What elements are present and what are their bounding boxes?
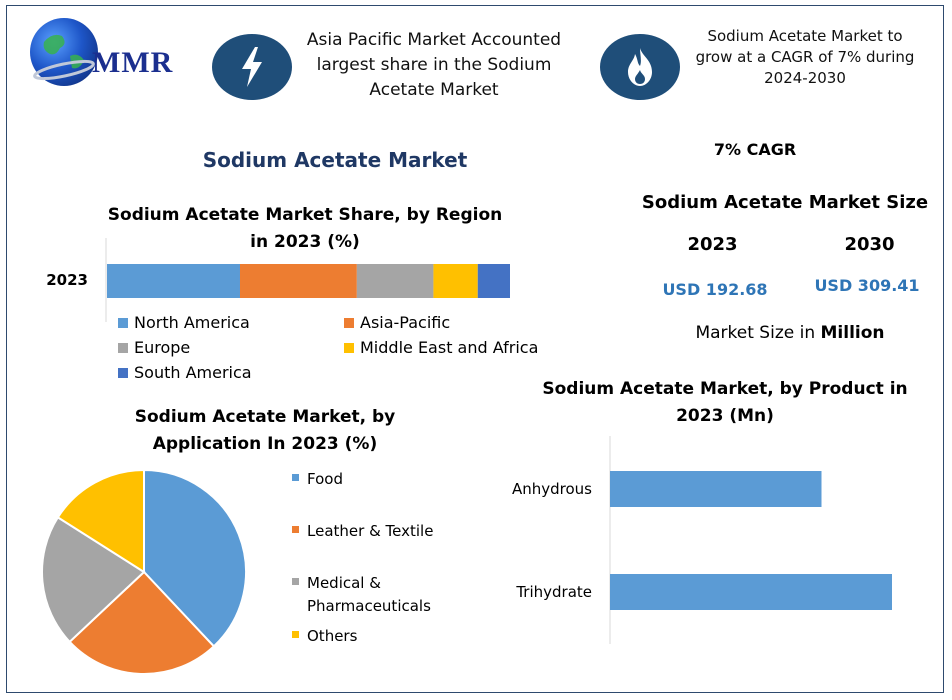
globe-icon [30, 18, 98, 86]
product-bar-chart: Anhydrous Trihydrate [512, 436, 892, 644]
legend-swatch [344, 342, 354, 353]
legend-label: Medical & Pharmaceuticals [307, 574, 431, 615]
region-bar-middle-east-and-africa [433, 264, 478, 298]
product-bar-trihydrate [610, 574, 892, 610]
logo-text: MMR [92, 46, 174, 79]
region-legend-europe: Europe [118, 338, 190, 357]
header-right-text: Sodium Acetate Market to grow at a CAGR … [695, 27, 915, 87]
pie-slice-others [56, 468, 145, 574]
region-chart-title: Sodium Acetate Market Share, by Region i… [107, 205, 503, 252]
pie-legend-others: Others [292, 625, 357, 648]
region-bar-north-america [107, 264, 240, 298]
legend-swatch [118, 317, 128, 328]
legend-label: Food [307, 470, 343, 488]
legend-swatch [118, 367, 128, 378]
region-bar-south-america [477, 264, 510, 298]
pie-legend-food: Food [292, 468, 343, 491]
market-size-note-unit: Million [820, 323, 885, 343]
cagr-label: 7% CAGR [713, 140, 797, 159]
product-label-anhydrous: Anhydrous [512, 480, 592, 498]
legend-label: Europe [134, 338, 191, 357]
market-size-note-prefix: Market Size in [695, 323, 821, 343]
legend-label: South America [134, 363, 252, 382]
region-legend-north-america: North America [118, 313, 250, 332]
legend-swatch [292, 578, 299, 585]
legend-swatch [292, 474, 299, 481]
region-stacked-chart: 2023 [46, 238, 510, 322]
header-left-text: Asia Pacific Market Accounted largest sh… [306, 30, 562, 100]
pie-slice-medical-pharmaceuticals [41, 515, 146, 644]
legend-label: Asia-Pacific [360, 313, 451, 332]
legend-label: North America [134, 313, 250, 332]
legend-label: Middle East and Africa [360, 338, 539, 357]
legend-swatch [292, 526, 299, 533]
product-label-trihydrate: Trihydrate [515, 583, 592, 601]
region-category-label: 2023 [46, 271, 88, 289]
legend-label: Leather & Textile [307, 522, 434, 540]
legend-swatch [292, 631, 299, 638]
pie-legend-leather-textile: Leather & Textile [292, 520, 433, 543]
legend-swatch [344, 317, 354, 328]
lightning-bolt-icon [212, 34, 292, 100]
pie-slice-food [143, 468, 247, 648]
product-bar-anhydrous [610, 471, 822, 507]
application-pie-chart [41, 468, 247, 675]
market-size-note: Market Size in Million [660, 323, 920, 343]
pie-legend-medical-pharmaceuticals: Medical & Pharmaceuticals [292, 572, 431, 618]
year-2023-label: 2023 [687, 234, 738, 255]
legend-swatch [118, 342, 128, 353]
market-value-2030: USD 309.41 [814, 276, 920, 295]
region-legend-asia-pacific: Asia-Pacific [344, 313, 450, 332]
pie-slice-leather-textile [68, 570, 216, 675]
legend-label: Others [307, 627, 358, 645]
region-bar-asia-pacific [239, 264, 357, 298]
region-legend-south-america: South America [118, 363, 252, 382]
region-bar-europe [356, 264, 434, 298]
market-value-2023: USD 192.68 [662, 280, 768, 299]
page-frame [6, 5, 944, 693]
product-chart-title: Sodium Acetate Market, by Product in 202… [542, 379, 908, 426]
flame-icon [600, 34, 680, 100]
market-size-title: Sodium Acetate Market Size [641, 192, 929, 213]
year-2030-label: 2030 [844, 234, 895, 255]
region-legend-middle-east-and-africa: Middle East and Africa [344, 338, 538, 357]
application-chart-title: Sodium Acetate Market, by Application In… [134, 407, 396, 454]
main-title: Sodium Acetate Market [202, 148, 468, 172]
